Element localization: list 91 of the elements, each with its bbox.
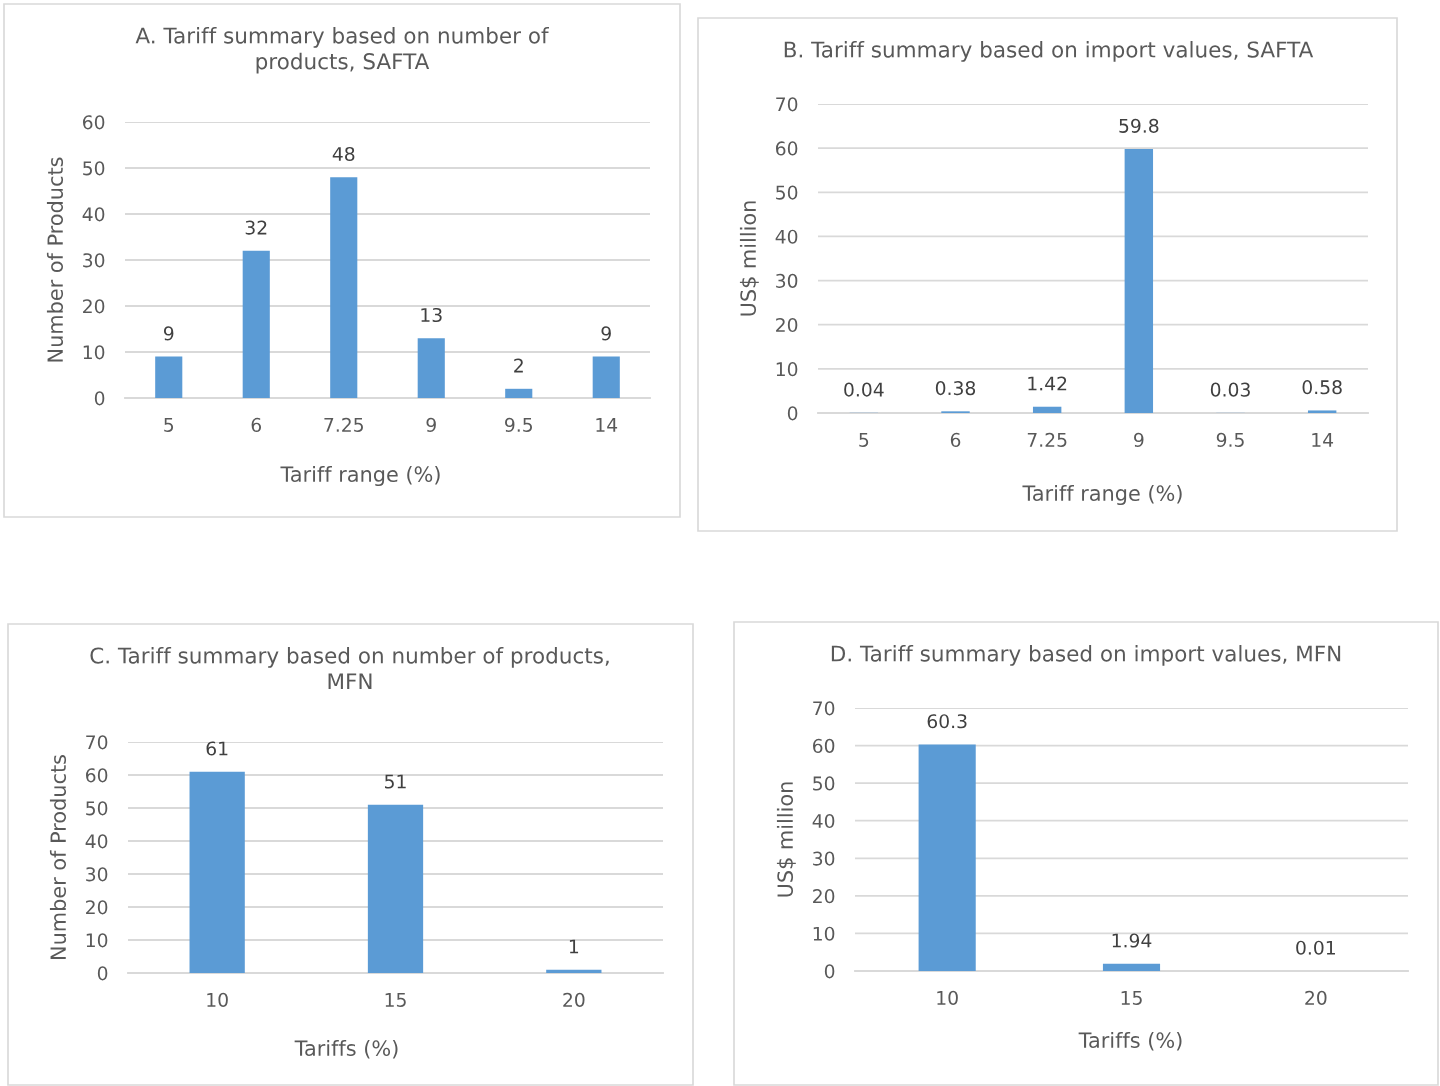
data-label: 60.3	[927, 714, 967, 729]
x-tick-label: 9.5	[1216, 432, 1244, 447]
data-label: 59.8	[1119, 118, 1159, 133]
bar	[417, 338, 445, 398]
x-tick-label: 20	[1305, 990, 1327, 1005]
y-tick-label: 70	[813, 701, 835, 716]
x-tick-label: 10	[207, 992, 228, 1007]
y-tick-label: 70	[776, 97, 798, 112]
x-tick-label: 15	[1121, 991, 1142, 1005]
y-axis-title: US$ million	[776, 782, 796, 897]
data-label: 13	[421, 307, 442, 323]
bar	[242, 250, 270, 398]
y-tick-label: 10	[813, 926, 835, 941]
chart-title: A. Tariff summary based on number of products, SAFTA	[135, 27, 550, 74]
bar	[592, 356, 620, 398]
y-tick-label: 50	[86, 801, 108, 816]
bar	[1032, 406, 1062, 413]
y-tick-label: 60	[776, 141, 798, 156]
chart-title: D. Tariff summary based on import values, MFN	[831, 645, 1341, 666]
data-label: 0.58	[1302, 380, 1342, 395]
y-tick-label: 20	[776, 317, 798, 333]
chart-title: B. Tariff summary based on import values, SAFTA	[784, 41, 1314, 62]
x-tick-label: 6	[251, 417, 262, 432]
data-label: 0.03	[1210, 382, 1250, 397]
x-axis-title: Tariffs (%)	[1078, 1031, 1182, 1051]
bar	[367, 804, 424, 973]
y-tick-label: 10	[86, 933, 108, 948]
x-tick-label: 9.5	[505, 417, 533, 432]
y-tick-label: 40	[82, 207, 105, 222]
bar	[1124, 149, 1154, 413]
y-tick-label: 20	[86, 900, 108, 915]
y-axis-title: US$ million	[739, 201, 759, 316]
y-tick-label: 30	[813, 851, 835, 866]
y-tick-label: 70	[86, 735, 108, 750]
y-tick-label: 50	[776, 185, 798, 200]
x-tick-label: 15	[385, 993, 406, 1007]
x-axis-title: Tariff range (%)	[280, 465, 440, 487]
x-tick-label: 14	[1312, 433, 1334, 447]
y-axis-title: Number of Products	[49, 755, 67, 959]
y-tick-label: 0	[787, 406, 798, 421]
data-label: 2	[514, 358, 523, 373]
data-label: 48	[332, 146, 355, 162]
data-label: 32	[245, 220, 267, 235]
y-tick-label: 20	[83, 299, 105, 314]
y-tick-label: 40	[812, 813, 835, 829]
data-label: 1.42	[1028, 376, 1067, 391]
data-label: 0.01	[1296, 940, 1335, 955]
y-tick-label: 10	[83, 345, 105, 360]
x-tick-label: 14	[596, 418, 618, 432]
x-tick-label: 6	[950, 432, 961, 447]
bar	[1307, 410, 1337, 413]
data-label: 9	[601, 326, 611, 341]
y-tick-label: 10	[776, 362, 798, 377]
y-tick-label: 50	[813, 776, 835, 791]
x-tick-label: 5	[859, 433, 869, 447]
data-label: 0.38	[935, 381, 976, 396]
y-tick-label: 60	[86, 768, 108, 783]
x-axis-title: Tariff range (%)	[1022, 484, 1182, 506]
x-tick-label: 9	[1134, 432, 1144, 447]
y-tick-label: 60	[83, 115, 105, 130]
y-tick-label: 30	[776, 273, 798, 288]
data-label: 1.94	[1112, 933, 1152, 948]
bar	[155, 356, 183, 398]
bar	[330, 177, 358, 398]
data-label: 51	[385, 774, 406, 789]
x-tick-label: 9	[426, 417, 436, 432]
bar	[505, 388, 533, 398]
x-tick-label: 10	[937, 990, 958, 1005]
y-tick-label: 50	[83, 161, 105, 176]
y-tick-label: 30	[83, 253, 105, 268]
data-label: 61	[206, 741, 228, 756]
bar	[546, 969, 602, 973]
x-tick-label: 5	[164, 418, 174, 432]
x-tick-label: 7.25	[324, 417, 363, 432]
y-tick-label: 20	[813, 889, 835, 904]
y-tick-label: 60	[813, 738, 835, 753]
y-tick-label: 40	[85, 834, 108, 849]
x-tick-label: 7.25	[1027, 432, 1067, 447]
y-axis-title: Number of Products	[46, 157, 64, 362]
y-tick-label: 0	[824, 964, 835, 979]
data-label: 0.04	[844, 382, 884, 397]
y-tick-label: 40	[775, 229, 798, 244]
bar	[189, 771, 245, 973]
y-tick-label: 0	[97, 966, 108, 981]
data-label: 9	[163, 326, 174, 341]
y-tick-label: 0	[94, 391, 105, 406]
x-axis-title: Tariffs (%)	[294, 1039, 398, 1059]
data-label: 1	[569, 939, 579, 954]
x-tick-label: 20	[563, 992, 585, 1007]
y-tick-label: 30	[86, 867, 108, 882]
chart-title: C. Tariff summary based on number of products, MFN	[90, 647, 609, 690]
